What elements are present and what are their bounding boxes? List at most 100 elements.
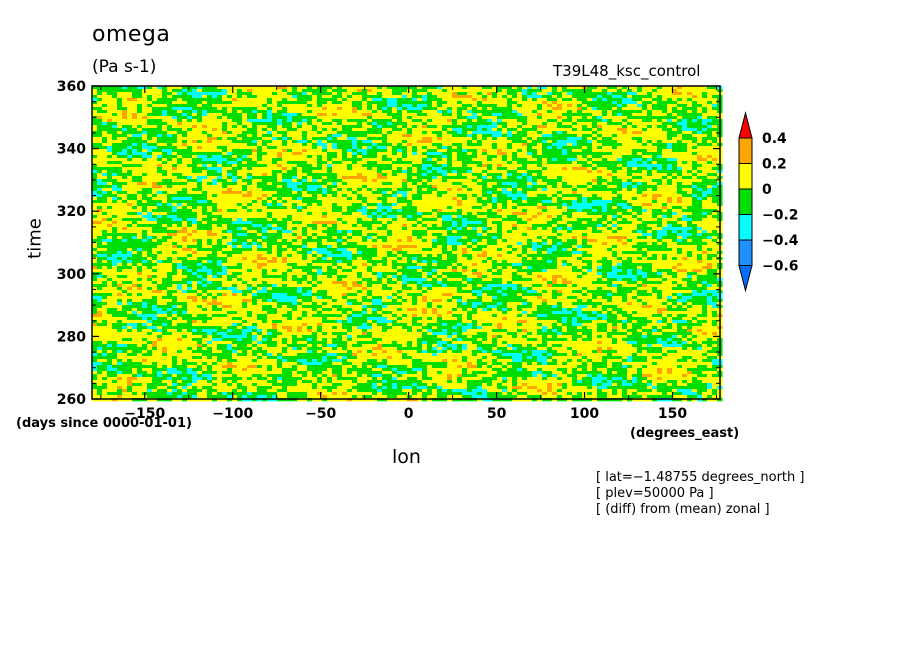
heatmap-cell — [537, 227, 543, 231]
heatmap-cell — [217, 86, 278, 90]
heatmap-cell — [107, 197, 113, 201]
heatmap-cell — [632, 269, 638, 273]
heatmap-cell — [107, 140, 123, 144]
heatmap-cell — [637, 218, 643, 222]
heatmap-cell — [592, 227, 598, 231]
heatmap-cell — [322, 95, 333, 99]
heatmap-cell — [457, 245, 468, 249]
heatmap-cell — [337, 272, 358, 276]
heatmap-cell — [332, 224, 338, 228]
heatmap-cell — [317, 161, 328, 165]
heatmap-cell — [482, 230, 488, 234]
heatmap-cell — [272, 107, 283, 111]
heatmap-cell — [392, 248, 403, 252]
heatmap-cell — [642, 107, 648, 111]
heatmap-cell — [317, 272, 323, 276]
heatmap-cell — [272, 215, 288, 219]
heatmap-cell — [162, 224, 168, 228]
heatmap-cell — [337, 203, 353, 207]
heatmap-cell — [637, 185, 658, 189]
heatmap-cell — [657, 224, 663, 228]
heatmap-cell — [622, 194, 643, 198]
heatmap-cell — [657, 101, 678, 105]
heatmap-cell — [367, 104, 373, 108]
heatmap-cell — [247, 269, 253, 273]
heatmap-cell — [537, 257, 543, 261]
heatmap-cell — [327, 290, 358, 294]
heatmap-cell — [92, 266, 98, 270]
heatmap-cell — [322, 194, 328, 198]
heatmap-cell — [657, 155, 663, 159]
heatmap-cell — [657, 293, 663, 297]
heatmap-cell — [277, 191, 293, 195]
heatmap-cell — [602, 113, 608, 117]
heatmap-cell — [177, 251, 193, 255]
heatmap-cell — [672, 98, 678, 102]
heatmap-cell — [597, 224, 603, 228]
heatmap-cell — [202, 239, 208, 243]
heatmap-cell — [272, 224, 278, 228]
heatmap-cell — [677, 182, 683, 186]
heatmap-cell — [172, 143, 183, 147]
heatmap-cell — [92, 107, 103, 111]
heatmap-cell — [287, 140, 293, 144]
heatmap-cell — [142, 176, 178, 180]
heatmap-cell — [687, 272, 698, 276]
heatmap-cell — [682, 86, 708, 90]
heatmap-cell — [92, 251, 98, 255]
heatmap-cell — [227, 125, 233, 129]
heatmap-cell — [182, 311, 188, 315]
heatmap-cell — [407, 116, 413, 120]
heatmap-cell — [692, 92, 703, 96]
heatmap-cell — [192, 170, 203, 174]
heatmap-cell — [422, 293, 443, 297]
heatmap-cell — [107, 230, 113, 234]
heatmap-cell — [92, 104, 103, 108]
heatmap-cell — [222, 236, 228, 240]
heatmap-cell — [462, 209, 488, 213]
heatmap-cell — [322, 311, 343, 315]
heatmap-cell — [127, 110, 138, 114]
heatmap-cell — [592, 206, 603, 210]
heatmap-cell — [247, 314, 253, 318]
heatmap-cell — [352, 230, 363, 234]
heatmap-cell — [387, 173, 393, 177]
heatmap-cell — [257, 302, 278, 306]
heatmap-cell — [547, 104, 553, 108]
heatmap-cell — [232, 152, 253, 156]
heatmap-cell — [612, 170, 618, 174]
heatmap-cell — [497, 152, 508, 156]
heatmap-cell — [92, 119, 103, 123]
heatmap-cell — [347, 152, 353, 156]
heatmap-cell — [557, 122, 563, 126]
heatmap-cell — [452, 95, 473, 99]
heatmap-cell — [632, 179, 653, 183]
heatmap-cell — [412, 302, 418, 306]
heatmap-cell — [707, 173, 718, 177]
heatmap-cell — [142, 146, 158, 150]
heatmap-cell — [457, 155, 478, 159]
heatmap-cell — [432, 191, 438, 195]
heatmap-cell — [697, 194, 703, 198]
heatmap-cell — [247, 311, 253, 315]
heatmap-cell — [607, 242, 623, 246]
heatmap-cell — [437, 134, 443, 138]
heatmap-cell — [642, 143, 648, 147]
heatmap-cell — [217, 296, 253, 300]
heatmap-cell — [427, 233, 433, 237]
heatmap-cell — [617, 86, 623, 90]
heatmap-cell — [397, 218, 408, 222]
heatmap-cell — [232, 242, 243, 246]
heatmap-cell — [257, 161, 273, 165]
heatmap-cell — [332, 263, 338, 267]
heatmap-cell — [147, 212, 153, 216]
heatmap-cell — [502, 224, 513, 228]
heatmap-cell — [657, 269, 673, 273]
heatmap-cell — [172, 314, 178, 318]
heatmap-cell — [432, 224, 438, 228]
heatmap-cell — [307, 191, 323, 195]
heatmap-cell — [297, 173, 308, 177]
heatmap-cell — [362, 236, 368, 240]
heatmap-cell — [207, 113, 223, 117]
heatmap-cell — [147, 95, 153, 99]
